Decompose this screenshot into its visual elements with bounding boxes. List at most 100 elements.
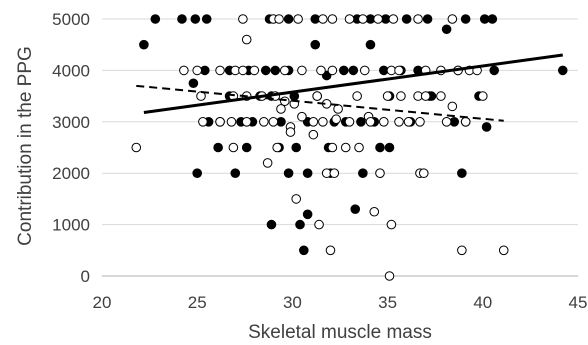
filled-data-point [422,14,433,24]
open-data-point [441,117,452,127]
x-tick-label: 35 [378,293,397,312]
open-data-point [375,168,385,178]
filled-data-point [384,142,395,153]
x-tick-label: 45 [569,293,588,312]
filled-data-point [356,117,366,127]
filled-data-point [139,39,149,50]
filled-data-point [358,168,368,178]
open-data-point [420,91,431,101]
open-data-point [312,91,322,101]
filled-data-point [192,168,202,178]
open-data-point [297,111,307,122]
y-tick-label: 5000 [52,10,90,29]
open-data-point [316,65,326,76]
open-data-point [314,219,324,230]
filled-data-point [291,142,302,153]
open-data-point [369,206,380,217]
open-data-point [131,142,142,153]
open-data-point [457,245,467,256]
open-data-point [262,158,273,168]
open-data-point [498,245,509,256]
open-data-point [327,65,338,76]
filled-data-point [188,78,199,89]
open-data-point [215,65,225,76]
open-data-point [274,14,284,24]
filled-data-point [441,24,452,35]
open-data-point [241,117,252,127]
solid-trendline [143,53,563,115]
open-data-point [354,142,364,153]
open-data-point [365,117,376,127]
filled-data-point [487,14,498,24]
filled-data-point [241,142,252,153]
open-data-point [192,65,202,76]
filled-data-point [302,209,313,220]
open-data-point [478,91,488,101]
filled-data-point [283,168,294,178]
y-tick-label: 2000 [52,164,90,183]
filled-data-point [460,14,471,24]
filled-data-point [201,14,212,24]
open-data-point [394,117,404,127]
open-data-point [272,142,282,153]
open-data-point [344,14,355,24]
x-tick-label: 30 [283,293,302,312]
open-data-point [268,117,279,127]
open-data-point [327,14,338,24]
open-data-point [241,34,252,45]
y-tick-label: 3000 [52,113,90,132]
y-tick-label: 0 [81,267,90,286]
x-tick-label: 40 [473,293,492,312]
open-data-point [359,65,370,76]
open-data-point [318,117,328,127]
open-data-point [293,14,303,24]
x-tick-labels: 20 25 30 35 40 45 [93,293,588,312]
open-data-point [415,117,425,127]
open-data-point [308,117,319,127]
filled-data-point [557,65,568,76]
open-data-point [279,65,290,76]
y-tick-labels: 0 1000 2000 3000 4000 5000 [52,10,90,286]
open-data-point [318,14,328,24]
open-data-point [238,14,248,24]
filled-data-point [375,142,385,153]
open-data-point [413,14,423,24]
open-data-point [340,142,351,153]
open-data-point [297,65,307,76]
open-data-point [331,114,341,125]
filled-data-point [350,204,361,214]
filled-data-point [270,65,281,76]
filled-data-point [177,14,187,24]
open-data-point [460,117,471,127]
open-data-point [249,65,260,76]
open-data-point [352,91,362,101]
open-data-point [358,14,368,24]
open-data-point [436,91,446,101]
filled-data-point [283,14,294,24]
open-data-point [276,104,286,114]
filled-data-point [310,39,321,50]
open-data-point [403,117,414,127]
dashed-trendline [136,84,504,122]
filled-data-point [481,122,492,132]
open-data-point [329,168,340,178]
open-data-point [394,65,404,76]
open-data-point [396,91,406,101]
y-axis-title: Contribution in the PPG [15,46,36,246]
filled-data-point [339,65,349,76]
filled-data-point [365,39,376,50]
open-data-point [238,65,248,76]
data-points [131,14,568,281]
open-data-point [327,142,338,153]
filled-data-point [266,219,277,230]
filled-data-point [295,219,305,230]
filled-data-point [260,65,271,76]
x-tick-label: 25 [188,293,207,312]
x-tick-label: 20 [93,293,112,312]
open-data-point [382,91,393,101]
filled-data-point [299,245,309,256]
open-data-point [198,117,208,127]
open-data-point [215,117,225,127]
filled-data-point [213,142,223,153]
open-data-point [388,14,399,24]
